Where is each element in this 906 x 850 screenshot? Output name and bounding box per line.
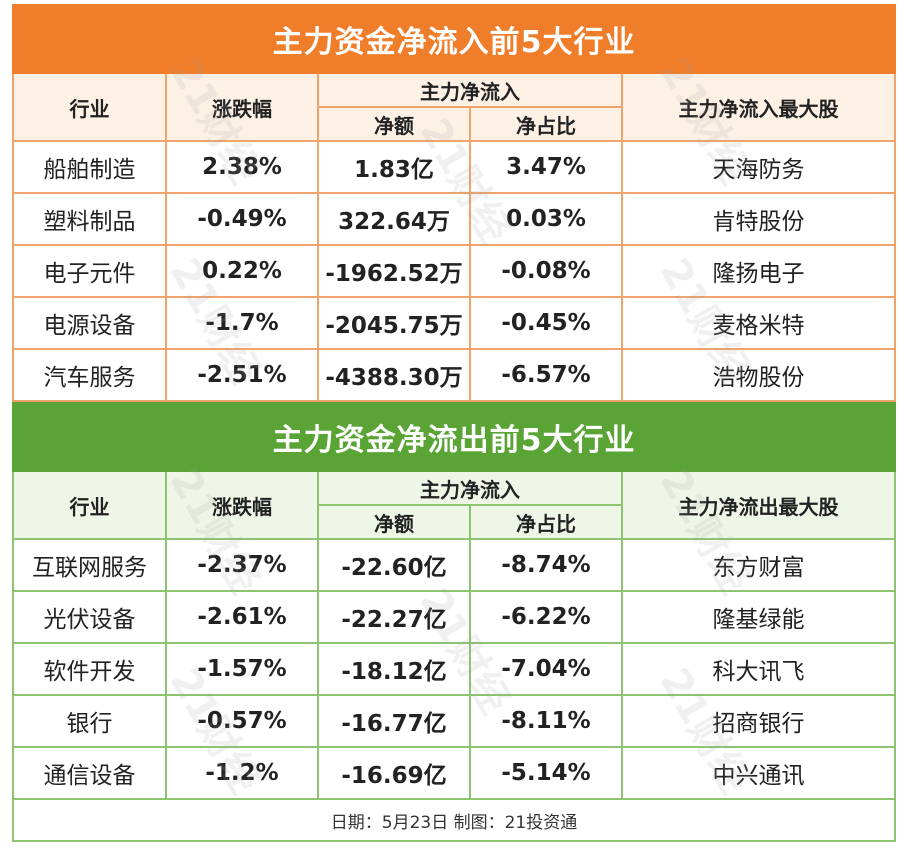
industry-cell: 互联网服务: [12, 538, 167, 592]
change-cell: 2.38%: [165, 140, 319, 194]
net-amount-cell: -22.27亿: [317, 590, 471, 644]
top-stock-cell: 麦格米特: [620, 296, 897, 350]
outflow-header-top-stock: 主力净流出最大股: [620, 470, 897, 540]
table-row: 互联网服务 -2.37% -22.60亿 -8.74% 东方财富: [12, 538, 897, 592]
change-cell: -2.61%: [165, 590, 319, 644]
change-cell: -0.49%: [165, 192, 319, 246]
industry-cell: 银行: [12, 694, 167, 748]
table-row: 船舶制造 2.38% 1.83亿 3.47% 天海防务: [12, 140, 897, 194]
net-amount-cell: -16.77亿: [317, 694, 471, 748]
change-cell: -1.57%: [165, 642, 319, 696]
net-ratio-cell: -0.45%: [469, 296, 623, 350]
outflow-table: 主力资金净流出前5大行业 行业 涨跌幅 主力净流入 主力净流出最大股 净额 净占…: [11, 402, 897, 842]
industry-cell: 塑料制品: [12, 192, 167, 246]
inflow-header-top-stock: 主力净流入最大股: [620, 72, 897, 142]
net-ratio-cell: -8.74%: [469, 538, 623, 592]
change-cell: -1.7%: [165, 296, 319, 350]
net-ratio-cell: -7.04%: [469, 642, 623, 696]
outflow-title: 主力资金净流出前5大行业: [11, 402, 897, 472]
net-amount-cell: -16.69亿: [317, 746, 471, 800]
industry-cell: 电源设备: [12, 296, 167, 350]
industry-cell: 电子元件: [12, 244, 167, 298]
top-stock-cell: 隆基绿能: [620, 590, 897, 644]
outflow-header-group: 主力净流入: [317, 470, 623, 506]
inflow-table: 主力资金净流入前5大行业 行业 涨跌幅 主力净流入 主力净流入最大股 净额 净占…: [11, 4, 897, 402]
table-row: 电源设备 -1.7% -2045.75万 -0.45% 麦格米特: [12, 296, 897, 350]
inflow-title: 主力资金净流入前5大行业: [11, 4, 897, 74]
industry-cell: 船舶制造: [12, 140, 167, 194]
top-stock-cell: 浩物股份: [620, 348, 897, 402]
top-stock-cell: 肯特股份: [620, 192, 897, 246]
table-row: 银行 -0.57% -16.77亿 -8.11% 招商银行: [12, 694, 897, 748]
industry-cell: 软件开发: [12, 642, 167, 696]
net-ratio-cell: -8.11%: [469, 694, 623, 748]
net-amount-cell: -2045.75万: [317, 296, 471, 350]
inflow-header-group: 主力净流入: [317, 72, 623, 108]
table-row: 汽车服务 -2.51% -4388.30万 -6.57% 浩物股份: [12, 348, 897, 402]
top-stock-cell: 隆扬电子: [620, 244, 897, 298]
change-cell: 0.22%: [165, 244, 319, 298]
net-ratio-cell: 3.47%: [469, 140, 623, 194]
net-amount-cell: 322.64万: [317, 192, 471, 246]
top-stock-cell: 东方财富: [620, 538, 897, 592]
inflow-header-change: 涨跌幅: [165, 72, 319, 142]
net-ratio-cell: -6.57%: [469, 348, 623, 402]
outflow-header-change: 涨跌幅: [165, 470, 319, 540]
net-ratio-cell: -5.14%: [469, 746, 623, 800]
net-amount-cell: -4388.30万: [317, 348, 471, 402]
top-stock-cell: 中兴通讯: [620, 746, 897, 800]
table-row: 塑料制品 -0.49% 322.64万 0.03% 肯特股份: [12, 192, 897, 246]
change-cell: -2.51%: [165, 348, 319, 402]
net-ratio-cell: -0.08%: [469, 244, 623, 298]
footer-caption: 日期：5月23日 制图：21投资通: [11, 798, 897, 842]
table-row: 软件开发 -1.57% -18.12亿 -7.04% 科大讯飞: [12, 642, 897, 696]
table-row: 通信设备 -1.2% -16.69亿 -5.14% 中兴通讯: [12, 746, 897, 800]
report-container: 主力资金净流入前5大行业 行业 涨跌幅 主力净流入 主力净流入最大股 净额 净占…: [11, 4, 897, 842]
industry-cell: 汽车服务: [12, 348, 167, 402]
industry-cell: 光伏设备: [12, 590, 167, 644]
net-amount-cell: -18.12亿: [317, 642, 471, 696]
inflow-header-industry: 行业: [12, 72, 167, 142]
change-cell: -0.57%: [165, 694, 319, 748]
net-ratio-cell: 0.03%: [469, 192, 623, 246]
table-row: 光伏设备 -2.61% -22.27亿 -6.22% 隆基绿能: [12, 590, 897, 644]
net-ratio-cell: -6.22%: [469, 590, 623, 644]
inflow-header-net-ratio: 净占比: [469, 106, 623, 142]
change-cell: -1.2%: [165, 746, 319, 800]
inflow-header-net-amount: 净额: [317, 106, 471, 142]
top-stock-cell: 科大讯飞: [620, 642, 897, 696]
change-cell: -2.37%: [165, 538, 319, 592]
net-amount-cell: -1962.52万: [317, 244, 471, 298]
top-stock-cell: 天海防务: [620, 140, 897, 194]
outflow-header-industry: 行业: [12, 470, 167, 540]
industry-cell: 通信设备: [12, 746, 167, 800]
table-row: 电子元件 0.22% -1962.52万 -0.08% 隆扬电子: [12, 244, 897, 298]
outflow-header-net-ratio: 净占比: [469, 504, 623, 540]
outflow-header-net-amount: 净额: [317, 504, 471, 540]
top-stock-cell: 招商银行: [620, 694, 897, 748]
net-amount-cell: 1.83亿: [317, 140, 471, 194]
net-amount-cell: -22.60亿: [317, 538, 471, 592]
